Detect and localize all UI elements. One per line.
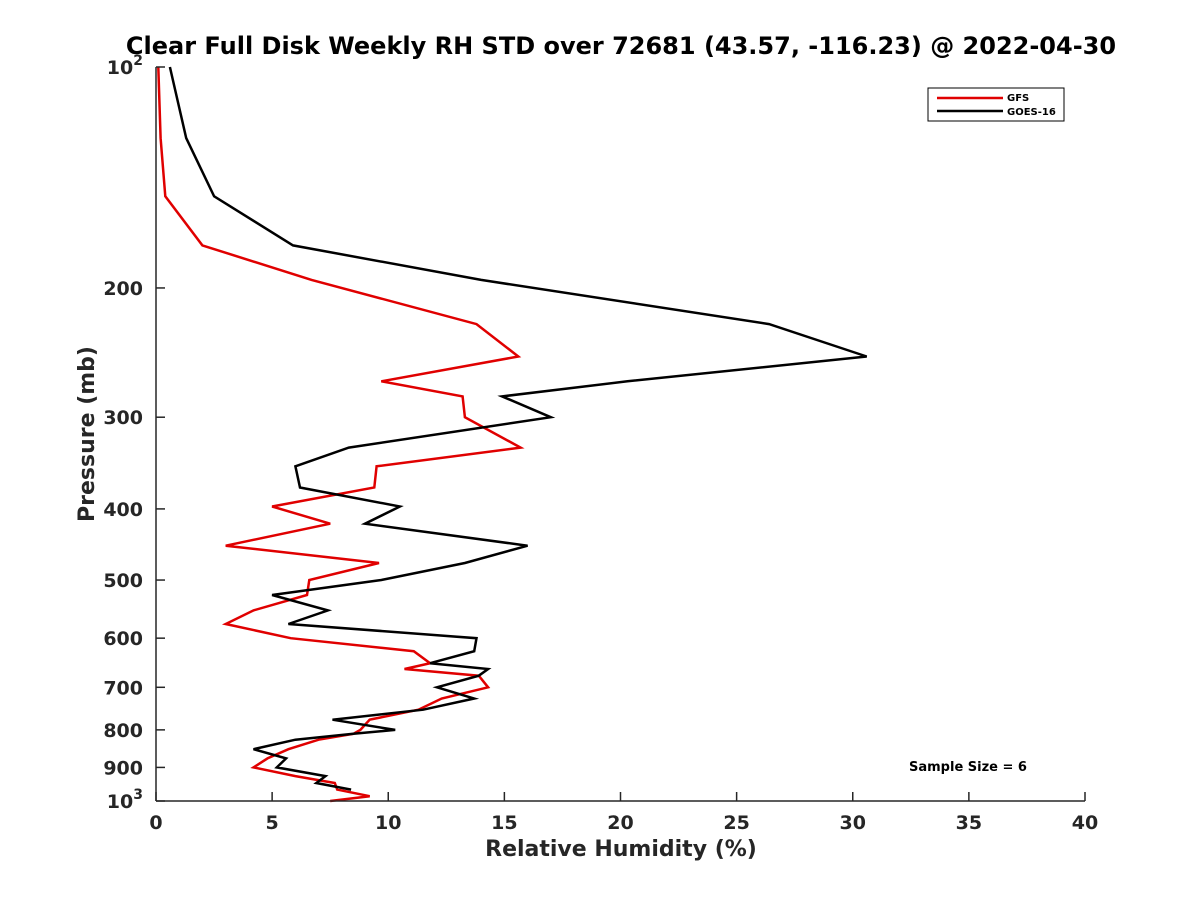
x-axis-label: Relative Humidity (%) — [485, 837, 757, 862]
x-tick-label: 25 — [723, 812, 749, 834]
series-line-0 — [157, 66, 525, 803]
y-axis-label: Pressure (mb) — [75, 346, 100, 522]
x-tick-label: 30 — [840, 812, 866, 834]
x-tick-label: 5 — [266, 812, 279, 834]
x-tick-label: 10 — [375, 812, 401, 834]
chart-title: Clear Full Disk Weekly RH STD over 72681… — [126, 32, 1116, 60]
y-tick-label: 600 — [103, 628, 143, 650]
y-tick-label: 300 — [103, 407, 143, 429]
y-tick-label: 900 — [103, 757, 143, 779]
x-tick-label: 15 — [491, 812, 517, 834]
series-layer — [157, 66, 868, 803]
y-tick-label: 200 — [103, 278, 143, 300]
x-tick-label: 35 — [956, 812, 982, 834]
legend: GFS GOES-16 — [927, 87, 1065, 122]
y-tick-label: 700 — [103, 677, 143, 699]
x-tick-label: 20 — [607, 812, 633, 834]
y-tick-label: 500 — [103, 570, 143, 592]
x-tick-label: 40 — [1072, 812, 1098, 834]
x-tick-label: 0 — [149, 812, 162, 834]
legend-box — [927, 87, 1065, 122]
y-tick-label: 103 — [107, 787, 143, 813]
plot-area — [156, 67, 1085, 801]
series-line-1 — [168, 66, 868, 791]
legend-label-gfs: GFS — [1007, 93, 1029, 104]
y-tick-label: 102 — [107, 53, 143, 79]
axes-layer: 0 5 10 15 20 25 30 35 40 102 200 300 400 500 600 700 800… — [103, 53, 1098, 834]
sample-size-annotation: Sample Size = 6 — [909, 760, 1027, 775]
y-tick-label: 400 — [103, 499, 143, 521]
legend-label-goes16: GOES-16 — [1007, 107, 1056, 118]
y-tick-label: 800 — [103, 720, 143, 742]
